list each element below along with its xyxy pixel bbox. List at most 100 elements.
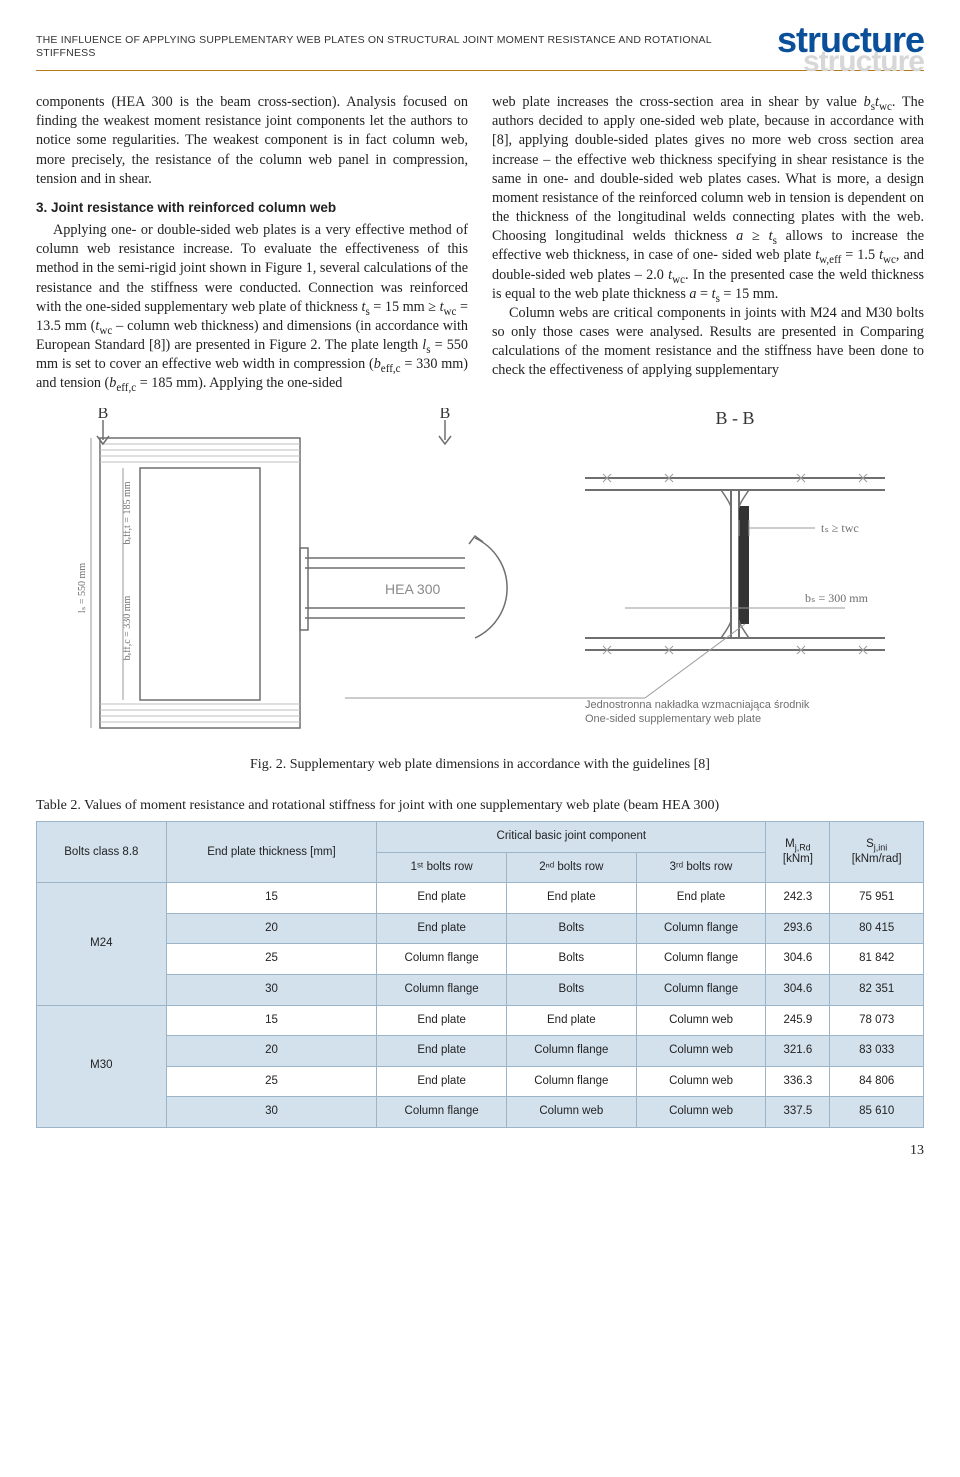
- dim-bs: bₛ = 300 mm: [805, 591, 869, 605]
- dim-ls: lₛ = 550 mm: [77, 562, 88, 612]
- table-row: M3015End plateEnd plateColumn web245.978…: [37, 1005, 924, 1036]
- th-row2: 2ⁿᵈ bolts row: [506, 852, 636, 883]
- table-caption: Table 2. Values of moment resistance and…: [36, 797, 924, 816]
- p3a: web plate increases the cross-section ar…: [492, 94, 864, 110]
- table-head: Bolts class 8.8 End plate thickness [mm]…: [37, 822, 924, 883]
- body-columns: components (HEA 300 is the beam cross-se…: [36, 93, 924, 394]
- cell: Column flange: [636, 944, 766, 975]
- p2d: – column web thickness) and dimensions (…: [36, 318, 468, 353]
- cell: 293.6: [766, 913, 830, 944]
- cell: 245.9: [766, 1005, 830, 1036]
- para-1: components (HEA 300 is the beam cross-se…: [36, 93, 468, 189]
- cell: Column flange: [506, 1036, 636, 1067]
- cell: 81 842: [830, 944, 924, 975]
- th-endplate: End plate thickness [mm]: [166, 822, 377, 883]
- section-heading-3: 3. Joint resistance with reinforced colu…: [36, 199, 468, 217]
- p2g: = 185 mm). Applying the one-sided: [136, 375, 342, 391]
- cell: Column flange: [506, 1066, 636, 1097]
- section-mark-b-left: B: [98, 408, 109, 422]
- table-row: 25Column flangeBoltsColumn flange304.681…: [37, 944, 924, 975]
- page-number: 13: [36, 1142, 924, 1161]
- cell: 304.6: [766, 974, 830, 1005]
- cell: 75 951: [830, 883, 924, 914]
- cell: 25: [166, 944, 377, 975]
- th-bolts: Bolts class 8.8: [37, 822, 167, 883]
- section-mark-b-right: B: [440, 408, 451, 422]
- running-title: THE INFLUENCE OF APPLYING SUPPLEMENTARY …: [36, 18, 720, 59]
- cell: Column web: [636, 1036, 766, 1067]
- p2b: = 15 mm ≥: [370, 299, 440, 315]
- cell: 78 073: [830, 1005, 924, 1036]
- cell: Bolts: [506, 944, 636, 975]
- cell: 30: [166, 974, 377, 1005]
- th-critical: Critical basic joint component: [377, 822, 766, 853]
- p3b: . The authors decided to apply one-sided…: [492, 94, 924, 244]
- cell: 242.3: [766, 883, 830, 914]
- cell: Column web: [636, 1097, 766, 1128]
- p3d: = 1.5: [841, 247, 879, 263]
- cell: End plate: [506, 1005, 636, 1036]
- th-s: Sj,ini [kNm/rad]: [830, 822, 924, 883]
- cell: Column flange: [377, 944, 507, 975]
- table-row: 20End plateColumn flangeColumn web321.68…: [37, 1036, 924, 1067]
- note-pl: Jednostronna nakładka wzmacniająca środn…: [585, 699, 810, 711]
- bolt-group: M24: [37, 883, 167, 1005]
- table-row: M2415End plateEnd plateEnd plate242.375 …: [37, 883, 924, 914]
- cell: 25: [166, 1066, 377, 1097]
- table-row: 30Column flangeColumn webColumn web337.5…: [37, 1097, 924, 1128]
- cell: Column flange: [377, 1097, 507, 1128]
- cell: 84 806: [830, 1066, 924, 1097]
- bolt-group: M30: [37, 1005, 167, 1127]
- para-2: Applying one- or double-sided web plates…: [36, 221, 468, 394]
- figure-2: lₛ = 550 mm bₑff,c = 330 mm bₑff,t = 185…: [36, 408, 924, 775]
- cell: End plate: [506, 883, 636, 914]
- cell: Column web: [506, 1097, 636, 1128]
- cell: 85 610: [830, 1097, 924, 1128]
- cell: End plate: [377, 1066, 507, 1097]
- cell: 30: [166, 1097, 377, 1128]
- cell: 304.6: [766, 944, 830, 975]
- cell: 336.3: [766, 1066, 830, 1097]
- cell: 321.6: [766, 1036, 830, 1067]
- para-4: Column webs are critical components in j…: [492, 304, 924, 381]
- cell: End plate: [377, 1036, 507, 1067]
- cell: End plate: [636, 883, 766, 914]
- cell: 80 415: [830, 913, 924, 944]
- cell: 20: [166, 1036, 377, 1067]
- section-title-bb: B - B: [715, 408, 754, 428]
- cell: Bolts: [506, 913, 636, 944]
- cell: Column flange: [377, 974, 507, 1005]
- table-row: 25End plateColumn flangeColumn web336.38…: [37, 1066, 924, 1097]
- figure-svg: lₛ = 550 mm bₑff,c = 330 mm bₑff,t = 185…: [45, 408, 915, 748]
- cell: 15: [166, 883, 377, 914]
- hea-label: HEA 300: [385, 581, 440, 597]
- cell: 83 033: [830, 1036, 924, 1067]
- brand-logo: structure structure: [720, 18, 924, 68]
- cell: End plate: [377, 883, 507, 914]
- th-row1: 1ˢᵗ bolts row: [377, 852, 507, 883]
- dim-befft: bₑff,t = 185 mm: [122, 481, 133, 544]
- cell: Column flange: [636, 974, 766, 1005]
- th-row3: 3ʳᵈ bolts row: [636, 852, 766, 883]
- figure-caption: Fig. 2. Supplementary web plate dimensio…: [36, 756, 924, 775]
- cell: Column web: [636, 1005, 766, 1036]
- cell: 337.5: [766, 1097, 830, 1128]
- dim-beffc: bₑff,c = 330 mm: [122, 595, 133, 660]
- th-m: Mj,Rd [kNm]: [766, 822, 830, 883]
- brand-main: structure: [777, 16, 924, 65]
- cell: 15: [166, 1005, 377, 1036]
- p3g: = 15 mm.: [720, 286, 778, 302]
- table-row: 30Column flangeBoltsColumn flange304.682…: [37, 974, 924, 1005]
- cell: Column web: [636, 1066, 766, 1097]
- para-3: web plate increases the cross-section ar…: [492, 93, 924, 304]
- table-2: Bolts class 8.8 End plate thickness [mm]…: [36, 821, 924, 1127]
- table-body: M2415End plateEnd plateEnd plate242.375 …: [37, 883, 924, 1127]
- cell: End plate: [377, 913, 507, 944]
- cell: Bolts: [506, 974, 636, 1005]
- cell: Column flange: [636, 913, 766, 944]
- dim-ts: tₛ ≥ twc: [821, 521, 859, 535]
- cell: End plate: [377, 1005, 507, 1036]
- page-header: THE INFLUENCE OF APPLYING SUPPLEMENTARY …: [36, 18, 924, 71]
- cell: 20: [166, 913, 377, 944]
- cell: 82 351: [830, 974, 924, 1005]
